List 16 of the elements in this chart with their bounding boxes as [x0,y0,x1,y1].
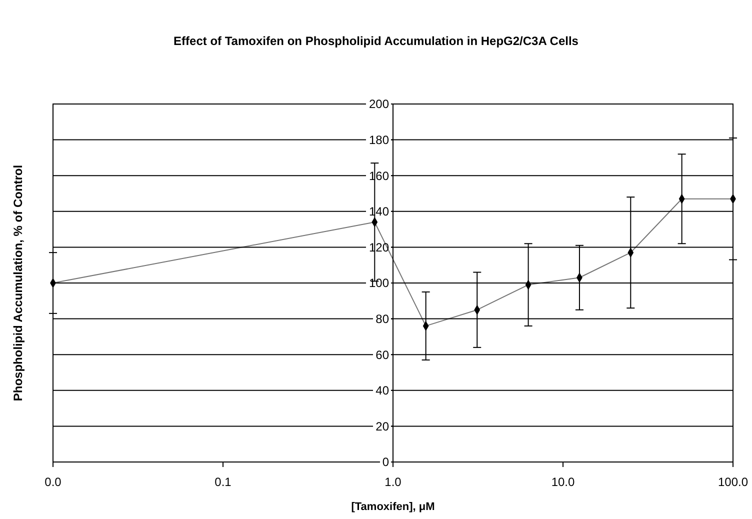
y-tick-label: 180 [368,133,390,147]
x-tick-label: 0.1 [214,475,232,489]
y-tick-label: 0 [382,455,390,470]
x-tick-label: 0.0 [44,475,62,489]
chart-title: Effect of Tamoxifen on Phospholipid Accumulation in HepG2/C3A Cells [174,34,579,48]
x-tick-label: 100.0 [718,475,748,489]
y-tick-label: 20 [376,419,390,434]
y-tick-label: 200 [368,97,390,112]
x-axis-title: [Tamoxifen], μM [351,501,435,513]
y-tick-label: 80 [376,312,390,326]
y-axis-title: Phospholipid Accumulation, % of Control [11,164,25,402]
y-tick-label: 40 [376,384,390,398]
x-tick-label: 10.0 [551,475,575,489]
y-tick-label: 60 [376,348,390,362]
x-tick-label: 1.0 [384,475,402,489]
y-tick-label: 100 [368,276,390,290]
